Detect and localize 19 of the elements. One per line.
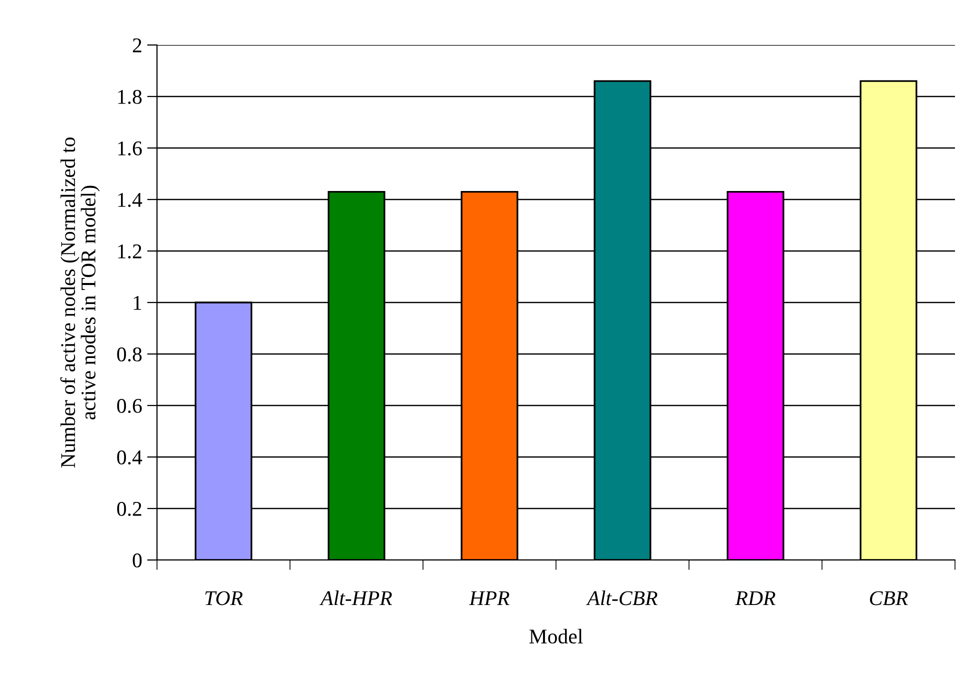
y-tick-label: 2 xyxy=(132,38,142,52)
y-tick-label: 1 xyxy=(134,296,142,310)
y-axis-title: Number of active nodes (Normalized to active nodes in TOR model) xyxy=(60,138,100,468)
x-tick-label: Alt-HPR xyxy=(319,590,392,606)
x-tick-label: HPR xyxy=(469,591,510,606)
x-axis-title: Model xyxy=(529,628,583,644)
y-tick-label: 0.6 xyxy=(117,398,142,414)
y-tick-label: 0.2 xyxy=(117,502,142,516)
x-tick-label: RDR xyxy=(735,591,776,606)
y-tick-label: 0.4 xyxy=(117,450,142,465)
y-tick-label: 1.6 xyxy=(118,141,142,156)
x-tick-label: Alt-CBR xyxy=(586,590,658,606)
y-tick-label: 1.8 xyxy=(118,90,142,104)
x-tick-label: CBR xyxy=(870,591,908,606)
y-tick-label: 1.4 xyxy=(118,192,142,208)
x-tick-label: TOR xyxy=(205,591,243,606)
y-tick-label: 1.2 xyxy=(118,244,142,259)
y-tick-label: 0 xyxy=(132,553,142,568)
y-tick-label: 0.8 xyxy=(117,347,142,362)
